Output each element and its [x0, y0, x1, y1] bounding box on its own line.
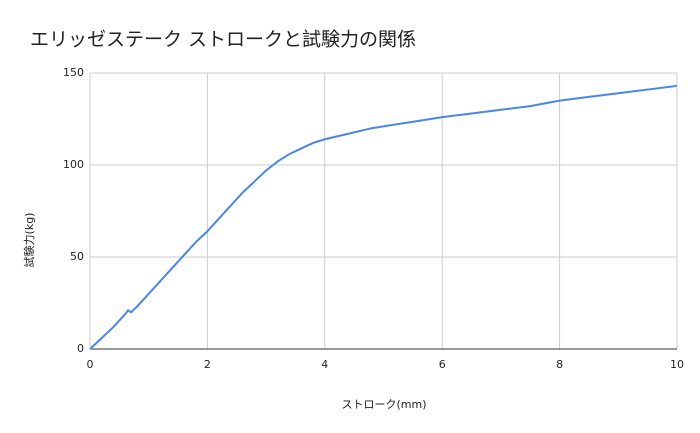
y-tick-label: 50: [70, 250, 84, 263]
x-tick-label: 4: [321, 358, 328, 371]
x-tick-label: 2: [204, 358, 211, 371]
x-tick-label: 8: [556, 358, 563, 371]
y-tick-label: 100: [63, 158, 84, 171]
chart-title: エリッゼステーク ストロークと試験力の関係: [30, 29, 416, 51]
y-tick-label: 150: [63, 66, 84, 79]
x-tick-label: 10: [670, 358, 684, 371]
x-axis-label: ストローク(mm): [341, 398, 426, 411]
data-line: [89, 84, 678, 350]
y-axis-label: 試験力(kg): [22, 213, 36, 268]
x-tick-label: 6: [439, 358, 446, 371]
y-tick-label: 0: [77, 342, 84, 355]
x-tick-label: 0: [87, 358, 94, 371]
